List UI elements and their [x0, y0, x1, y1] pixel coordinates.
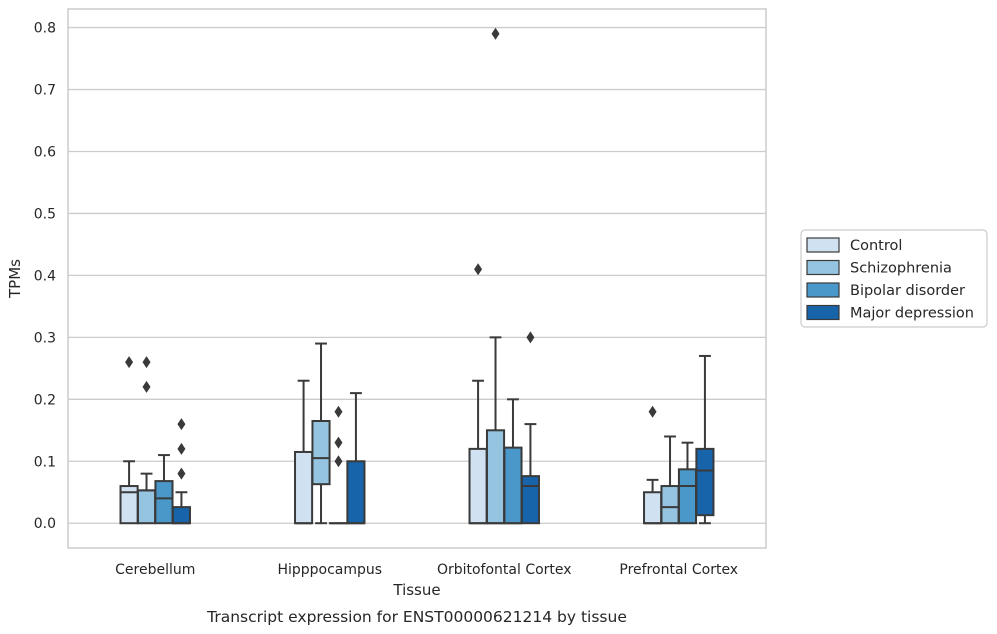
y-tick-label: 0.7	[34, 83, 56, 99]
y-tick-label: 0.5	[34, 206, 56, 222]
box-control	[294, 379, 314, 525]
box-iqr	[311, 419, 331, 486]
box-bipolar-disorder	[503, 398, 523, 525]
box-bipolar-disorder	[154, 454, 174, 525]
outlier-point	[125, 356, 134, 369]
box-control	[119, 356, 139, 525]
outlier-point	[474, 263, 483, 276]
box-iqr	[171, 506, 191, 525]
legend-box	[800, 229, 988, 328]
box-schizophrenia	[660, 435, 680, 525]
grid-lines	[68, 26, 766, 524]
y-tick-label: 0.1	[34, 454, 56, 470]
box-major-depression	[695, 354, 715, 525]
legend-swatch	[806, 259, 840, 276]
box-plot-series	[119, 27, 715, 525]
box-major-depression	[346, 392, 366, 525]
chart-caption: Transcript expression for ENST0000062121…	[206, 608, 627, 626]
y-tick-label: 0.8	[34, 21, 56, 37]
outlier-point	[334, 436, 343, 449]
box-bipolar-disorder	[328, 405, 349, 525]
outlier-point	[334, 455, 343, 468]
box-iqr	[695, 447, 715, 517]
y-tick-label: 0.2	[34, 392, 56, 408]
legend-label: Bipolar disorder	[850, 283, 965, 299]
x-tick-label: Cerebellum	[115, 562, 195, 578]
y-tick-label: 0.6	[34, 144, 56, 160]
outlier-point	[177, 442, 186, 455]
outlier-point	[177, 467, 186, 480]
x-tick-label: Hipppocampus	[277, 562, 382, 578]
box-iqr	[136, 489, 157, 525]
plot-area-frame	[67, 8, 767, 549]
x-tick-label: Prefrontal Cortex	[619, 562, 738, 578]
box-major-depression	[171, 418, 191, 525]
outlier-point	[334, 405, 343, 418]
box-iqr	[660, 485, 680, 525]
box-major-depression	[520, 331, 540, 525]
box-iqr	[294, 450, 314, 525]
y-tick-label: 0.4	[34, 268, 56, 284]
box-iqr	[154, 480, 174, 525]
legend-swatch	[806, 304, 840, 321]
outlier-point	[491, 27, 500, 40]
box-control	[468, 263, 488, 525]
legend-swatch	[806, 282, 840, 298]
legend-swatch	[806, 237, 840, 253]
legend-label: Schizophrenia	[850, 261, 952, 277]
legend-label: Major depression	[850, 306, 974, 322]
box-iqr	[677, 468, 698, 525]
box-iqr	[503, 446, 523, 525]
y-axis-ticks: 0.0 0.1 0.2 0.3 0.4 0.5 0.6 0.7 0.8	[34, 21, 56, 533]
x-axis-title: Tissue	[392, 581, 440, 599]
box-iqr	[485, 429, 506, 525]
y-axis-title: TPMs	[6, 259, 24, 299]
legend: Control Schizophrenia Bipolar disorder Majo…	[800, 229, 988, 328]
box-schizophrenia	[311, 342, 331, 525]
outlier-point	[142, 356, 151, 369]
box-iqr	[520, 475, 540, 525]
box-iqr	[468, 447, 488, 525]
box-bipolar-disorder	[677, 441, 698, 525]
box-schizophrenia	[136, 356, 157, 525]
outlier-point	[142, 380, 151, 393]
outlier-point	[177, 418, 186, 431]
y-tick-label: 0.0	[34, 516, 56, 532]
box-iqr	[346, 460, 366, 525]
x-tick-label: Orbitofontal Cortex	[437, 562, 572, 578]
outlier-point	[526, 331, 535, 344]
box-iqr	[643, 491, 663, 525]
outlier-point	[648, 405, 657, 418]
y-tick-label: 0.3	[34, 330, 56, 346]
x-axis-ticks: Cerebellum Hipppocampus Orbitofontal Corte…	[115, 562, 738, 578]
legend-label: Control	[850, 238, 902, 254]
box-control	[643, 405, 663, 525]
